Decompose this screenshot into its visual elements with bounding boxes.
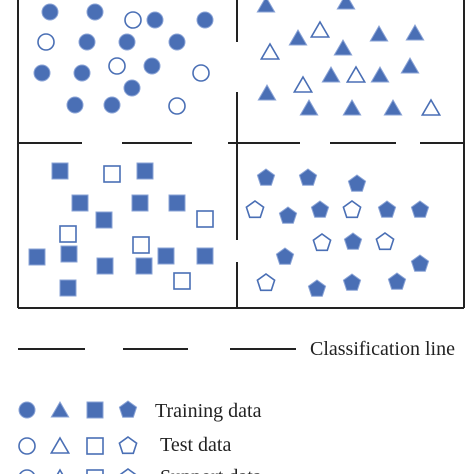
square-marker — [86, 401, 104, 419]
triangle-marker — [336, 0, 356, 10]
circle-marker — [124, 11, 142, 29]
triangle-marker — [309, 20, 331, 38]
circle-marker — [168, 33, 186, 51]
frame — [17, 0, 465, 350]
square-marker — [132, 236, 150, 254]
pentagon-marker — [119, 468, 137, 474]
triangle-marker — [56, 468, 64, 474]
pentagon-marker — [245, 200, 265, 219]
circle-marker — [41, 3, 59, 21]
square-marker — [96, 257, 114, 275]
pentagon-marker — [307, 279, 327, 297]
square-marker — [103, 165, 121, 183]
square-marker — [95, 211, 113, 229]
triangle-marker — [333, 39, 353, 56]
triangle-marker — [420, 98, 442, 116]
triangle-marker — [288, 29, 308, 46]
square-marker — [86, 437, 104, 455]
square-marker — [135, 257, 153, 275]
triangle-marker — [50, 401, 70, 418]
pentagon-marker — [387, 272, 407, 290]
triangle-marker — [400, 57, 420, 74]
square-marker — [71, 194, 89, 212]
triangle-marker — [405, 24, 425, 41]
circle-marker — [86, 3, 104, 21]
triangle-marker — [299, 99, 319, 116]
circle-marker — [143, 57, 161, 75]
pentagon-marker — [342, 273, 362, 291]
circle-marker — [78, 33, 96, 51]
pentagon-marker — [298, 168, 318, 186]
pentagon-marker — [118, 400, 138, 418]
triangle-marker — [257, 84, 277, 101]
pentagon-marker — [410, 200, 430, 218]
triangle-marker — [292, 75, 314, 93]
pentagon-marker — [118, 436, 138, 455]
circle-marker — [146, 11, 164, 29]
pentagon-marker — [343, 232, 363, 250]
square-marker — [136, 162, 154, 180]
triangle-marker — [49, 436, 71, 454]
square-marker — [51, 162, 69, 180]
pentagon-marker — [342, 200, 362, 219]
square-marker — [173, 272, 191, 290]
circle-marker — [123, 79, 141, 97]
pentagon-marker — [256, 273, 276, 292]
circle-marker — [118, 33, 136, 51]
legend-label: Training data — [155, 400, 262, 422]
square-marker — [60, 245, 78, 263]
square-marker — [59, 279, 77, 297]
circle-marker — [196, 11, 214, 29]
triangle-marker — [256, 0, 276, 13]
circle-marker — [66, 96, 84, 114]
square-marker — [131, 194, 149, 212]
triangle-marker — [345, 65, 367, 83]
square-marker — [28, 248, 46, 266]
pentagon-marker — [410, 254, 430, 272]
pentagon-marker — [256, 168, 276, 186]
legend-label: Support data — [160, 462, 262, 474]
pentagon-marker — [375, 232, 395, 251]
circle-marker — [192, 64, 210, 82]
triangle-marker — [370, 66, 390, 83]
square-marker — [196, 210, 214, 228]
circle-marker — [18, 401, 36, 419]
circle-marker — [168, 97, 186, 115]
triangle-marker — [321, 66, 341, 83]
triangle-marker — [342, 99, 362, 116]
pentagon-marker — [347, 174, 367, 192]
circle-marker — [37, 33, 55, 51]
triangle-marker — [383, 99, 403, 116]
circle-marker — [73, 64, 91, 82]
circle-marker — [108, 57, 126, 75]
pentagon-marker — [377, 200, 397, 218]
circle-marker — [33, 64, 51, 82]
triangle-marker — [369, 25, 389, 42]
square-marker — [196, 247, 214, 265]
square-marker — [168, 194, 186, 212]
circle-marker — [19, 469, 35, 474]
square-marker — [86, 469, 104, 474]
pentagon-marker — [278, 206, 298, 224]
pentagon-marker — [310, 200, 330, 218]
legend-label: Classification line — [310, 338, 455, 360]
circle-marker — [103, 96, 121, 114]
pentagon-marker — [312, 233, 332, 252]
square-marker — [157, 247, 175, 265]
square-marker — [59, 225, 77, 243]
circle-marker — [18, 437, 36, 455]
pentagon-marker — [275, 247, 295, 265]
triangle-marker — [259, 42, 281, 60]
legend-label: Test data — [160, 434, 232, 456]
